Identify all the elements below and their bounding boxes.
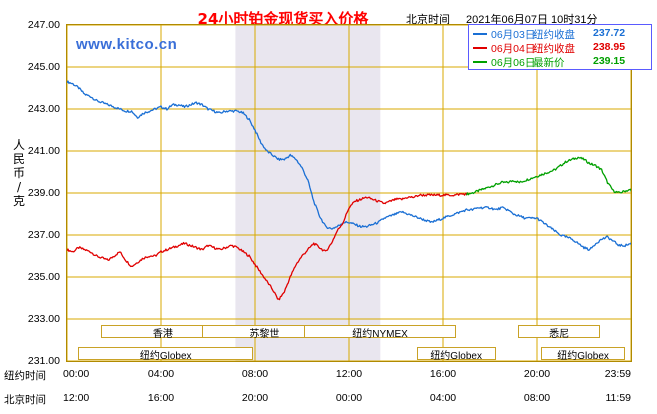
x-tick-label-ny: 16:00 <box>429 368 457 380</box>
x-tick-label-ny: 00:00 <box>63 368 90 380</box>
session-bar <box>518 325 600 338</box>
x-tick-label-bj: 16:00 <box>147 392 175 404</box>
y-tick-label: 245.00 <box>27 61 60 73</box>
y-tick-label: 247.00 <box>27 19 60 31</box>
chart-svg <box>67 25 631 361</box>
y-tick-label: 239.00 <box>27 187 60 199</box>
y-tick-label: 235.00 <box>27 271 60 283</box>
x-tick-label-bj: 08:00 <box>523 392 551 404</box>
session-label: 苏黎世 <box>249 329 280 340</box>
y-tick-label: 233.00 <box>27 313 60 325</box>
legend-date: 06月04日 <box>491 43 536 55</box>
legend-line-swatch <box>473 47 487 49</box>
kitco-watermark: www.kitco.cn <box>76 36 178 53</box>
x-tick-label-bj: 04:00 <box>429 392 457 404</box>
x-tick-label-ny: 04:00 <box>147 368 175 380</box>
legend-line-swatch <box>473 61 487 63</box>
session-label: 纽约NYMEX <box>352 329 408 340</box>
legend-value: 239.15 <box>593 55 626 67</box>
session-label: 纽约Globex <box>139 351 192 362</box>
y-tick-label: 241.00 <box>27 145 60 157</box>
x-tick-label-ny: 20:00 <box>523 368 551 380</box>
x-tick-label-bj: 20:00 <box>241 392 269 404</box>
legend-desc: 纽约收盘 <box>533 43 575 55</box>
session-label: 纽约Globex <box>430 351 482 362</box>
session-label: 纽约Globex <box>557 351 609 362</box>
legend-value: 238.95 <box>593 41 626 53</box>
legend-desc: 纽约收盘 <box>533 29 575 41</box>
y-tick-label: 243.00 <box>27 103 60 115</box>
session-label: 悉尼 <box>549 329 570 340</box>
x-tick-label-ny: 08:00 <box>241 368 269 380</box>
y-tick-label: 237.00 <box>27 229 60 241</box>
x-tick-label-bj: 11:59 <box>605 392 632 404</box>
y-axis-label: 人民币 / 克 <box>12 138 25 208</box>
session-bar <box>416 347 496 360</box>
x-tick-label-ny: 12:00 <box>335 368 363 380</box>
page-title: 24小时铂金现货买入价格 <box>197 10 369 28</box>
legend-date: 06月03日 <box>491 29 536 41</box>
session-bar <box>303 325 457 338</box>
legend-value: 237.72 <box>593 27 626 39</box>
beijing-time-value: 2021年06月07日 10时31分 <box>466 14 598 26</box>
legend-row-1: 06月04日 纽约收盘 238.95 <box>469 41 651 55</box>
legend-row-0: 06月03日 纽约收盘 237.72 <box>469 27 651 41</box>
y-tick-label: 231.00 <box>27 355 60 367</box>
legend-desc: 最新价 <box>533 57 565 69</box>
x-tick-label-ny: 23:59 <box>604 368 631 380</box>
ny-time-row-label: 纽约时间 <box>4 370 46 382</box>
legend-row-2: 06月06日 最新价 239.15 <box>469 55 651 69</box>
session-label: 香港 <box>152 329 173 340</box>
session-bar <box>78 347 254 360</box>
bj-time-row-label: 北京时间 <box>4 394 46 406</box>
session-bar <box>540 347 626 360</box>
legend-line-swatch <box>473 33 487 35</box>
x-tick-label-bj: 12:00 <box>63 392 90 404</box>
x-tick-label-bj: 00:00 <box>335 392 363 404</box>
chart-legend: 06月03日 纽约收盘 237.72 06月04日 纽约收盘 238.95 06… <box>468 24 652 70</box>
beijing-time-label: 北京时间 <box>406 14 450 26</box>
chart-plot-area <box>66 24 632 362</box>
legend-date: 06月06日 <box>491 57 536 69</box>
